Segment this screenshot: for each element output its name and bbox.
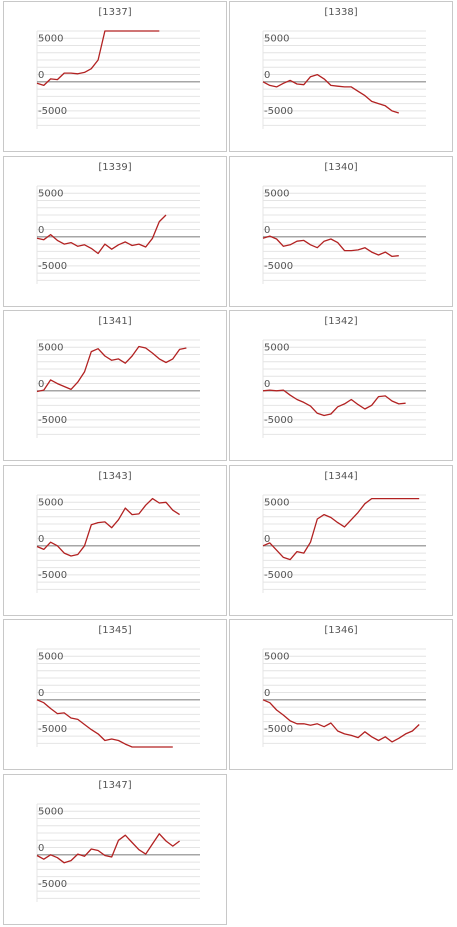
chart-title: [1342]: [324, 316, 358, 327]
y-tick-label: 5000: [264, 343, 289, 354]
y-tick-label: 5000: [264, 189, 289, 200]
y-tick-label: 5000: [264, 498, 289, 509]
chart-panel: [1338] 5000 0 -5000: [229, 1, 453, 152]
line-chart-svg: 5000 0 -5000: [262, 185, 426, 284]
series-line: [36, 833, 180, 864]
line-chart-svg: 5000 0 -5000: [36, 648, 200, 748]
chart-panel: [1345] 5000 0 -5000: [3, 619, 227, 770]
chart-title: [1346]: [324, 625, 358, 636]
y-tick-label: 0: [264, 225, 270, 236]
chart-title: [1340]: [324, 162, 358, 173]
chart-title: [1341]: [98, 316, 132, 327]
y-tick-label: 0: [38, 379, 44, 390]
y-tick-label: 5000: [38, 807, 63, 818]
y-tick-label: -5000: [38, 879, 67, 890]
chart-panel: [1343] 5000 0 -5000: [3, 465, 227, 616]
y-tick-label: 5000: [38, 189, 63, 200]
y-tick-label: -5000: [264, 261, 293, 272]
chart-panel: [1339] 5000 0 -5000: [3, 156, 227, 307]
line-chart-svg: 5000 0 -5000: [262, 30, 426, 129]
chart-panel: [1340] 5000 0 -5000: [229, 156, 453, 307]
series-line: [36, 214, 167, 255]
y-tick-label: -5000: [38, 724, 67, 735]
chart-title: [1339]: [98, 162, 132, 173]
y-tick-label: 0: [38, 688, 44, 699]
chart-title: [1347]: [98, 780, 132, 791]
line-chart-svg: 5000 0 -5000: [36, 494, 200, 593]
line-chart-svg: 5000 0 -5000: [262, 339, 426, 438]
y-tick-label: 0: [264, 688, 270, 699]
chart-panel: [1341] 5000 0 -5000: [3, 310, 227, 461]
chart-title: [1338]: [324, 7, 358, 18]
y-tick-label: 5000: [264, 652, 289, 663]
y-tick-label: -5000: [38, 415, 67, 426]
series-line: [36, 345, 187, 393]
line-chart-svg: 5000 0 -5000: [36, 30, 200, 129]
y-tick-label: -5000: [264, 415, 293, 426]
y-tick-label: 5000: [264, 34, 289, 45]
y-tick-label: 0: [264, 379, 270, 390]
chart-title: [1343]: [98, 471, 132, 482]
chart-title: [1337]: [98, 7, 132, 18]
y-tick-label: 0: [38, 225, 44, 236]
series-line: [36, 699, 173, 748]
y-tick-label: 0: [264, 70, 270, 81]
y-tick-label: 5000: [38, 652, 63, 663]
chart-panel: [1342] 5000 0 -5000: [229, 310, 453, 461]
y-tick-label: 0: [264, 534, 270, 545]
series-line: [36, 497, 180, 557]
y-tick-label: -5000: [38, 261, 67, 272]
chart-panel: [1347] 5000 0 -5000: [3, 774, 227, 925]
chart-title: [1345]: [98, 625, 132, 636]
y-tick-label: 0: [38, 534, 44, 545]
y-tick-label: 0: [38, 843, 44, 854]
series-line: [262, 497, 420, 561]
y-tick-label: -5000: [264, 106, 293, 117]
series-line: [262, 389, 406, 417]
series-line: [262, 699, 420, 743]
chart-panel: [1346] 5000 0 -5000: [229, 619, 453, 770]
y-tick-label: -5000: [264, 724, 293, 735]
series-line: [36, 30, 160, 87]
line-chart-svg: 5000 0 -5000: [36, 803, 200, 902]
y-tick-label: 5000: [38, 498, 63, 509]
y-tick-label: 5000: [38, 343, 63, 354]
chart-panel: [1344] 5000 0 -5000: [229, 465, 453, 616]
y-tick-label: -5000: [264, 570, 293, 581]
y-tick-label: 5000: [38, 34, 63, 45]
chart-panel: [1337] 5000 0 -5000: [3, 1, 227, 152]
line-chart-svg: 5000 0 -5000: [262, 494, 426, 593]
y-tick-label: 0: [38, 70, 44, 81]
line-chart-svg: 5000 0 -5000: [36, 339, 200, 438]
y-tick-label: -5000: [38, 570, 67, 581]
line-chart-svg: 5000 0 -5000: [262, 648, 426, 747]
y-tick-label: -5000: [38, 106, 67, 117]
series-line: [262, 73, 399, 114]
chart-title: [1344]: [324, 471, 358, 482]
line-chart-svg: 5000 0 -5000: [36, 185, 200, 284]
series-line: [262, 235, 399, 258]
